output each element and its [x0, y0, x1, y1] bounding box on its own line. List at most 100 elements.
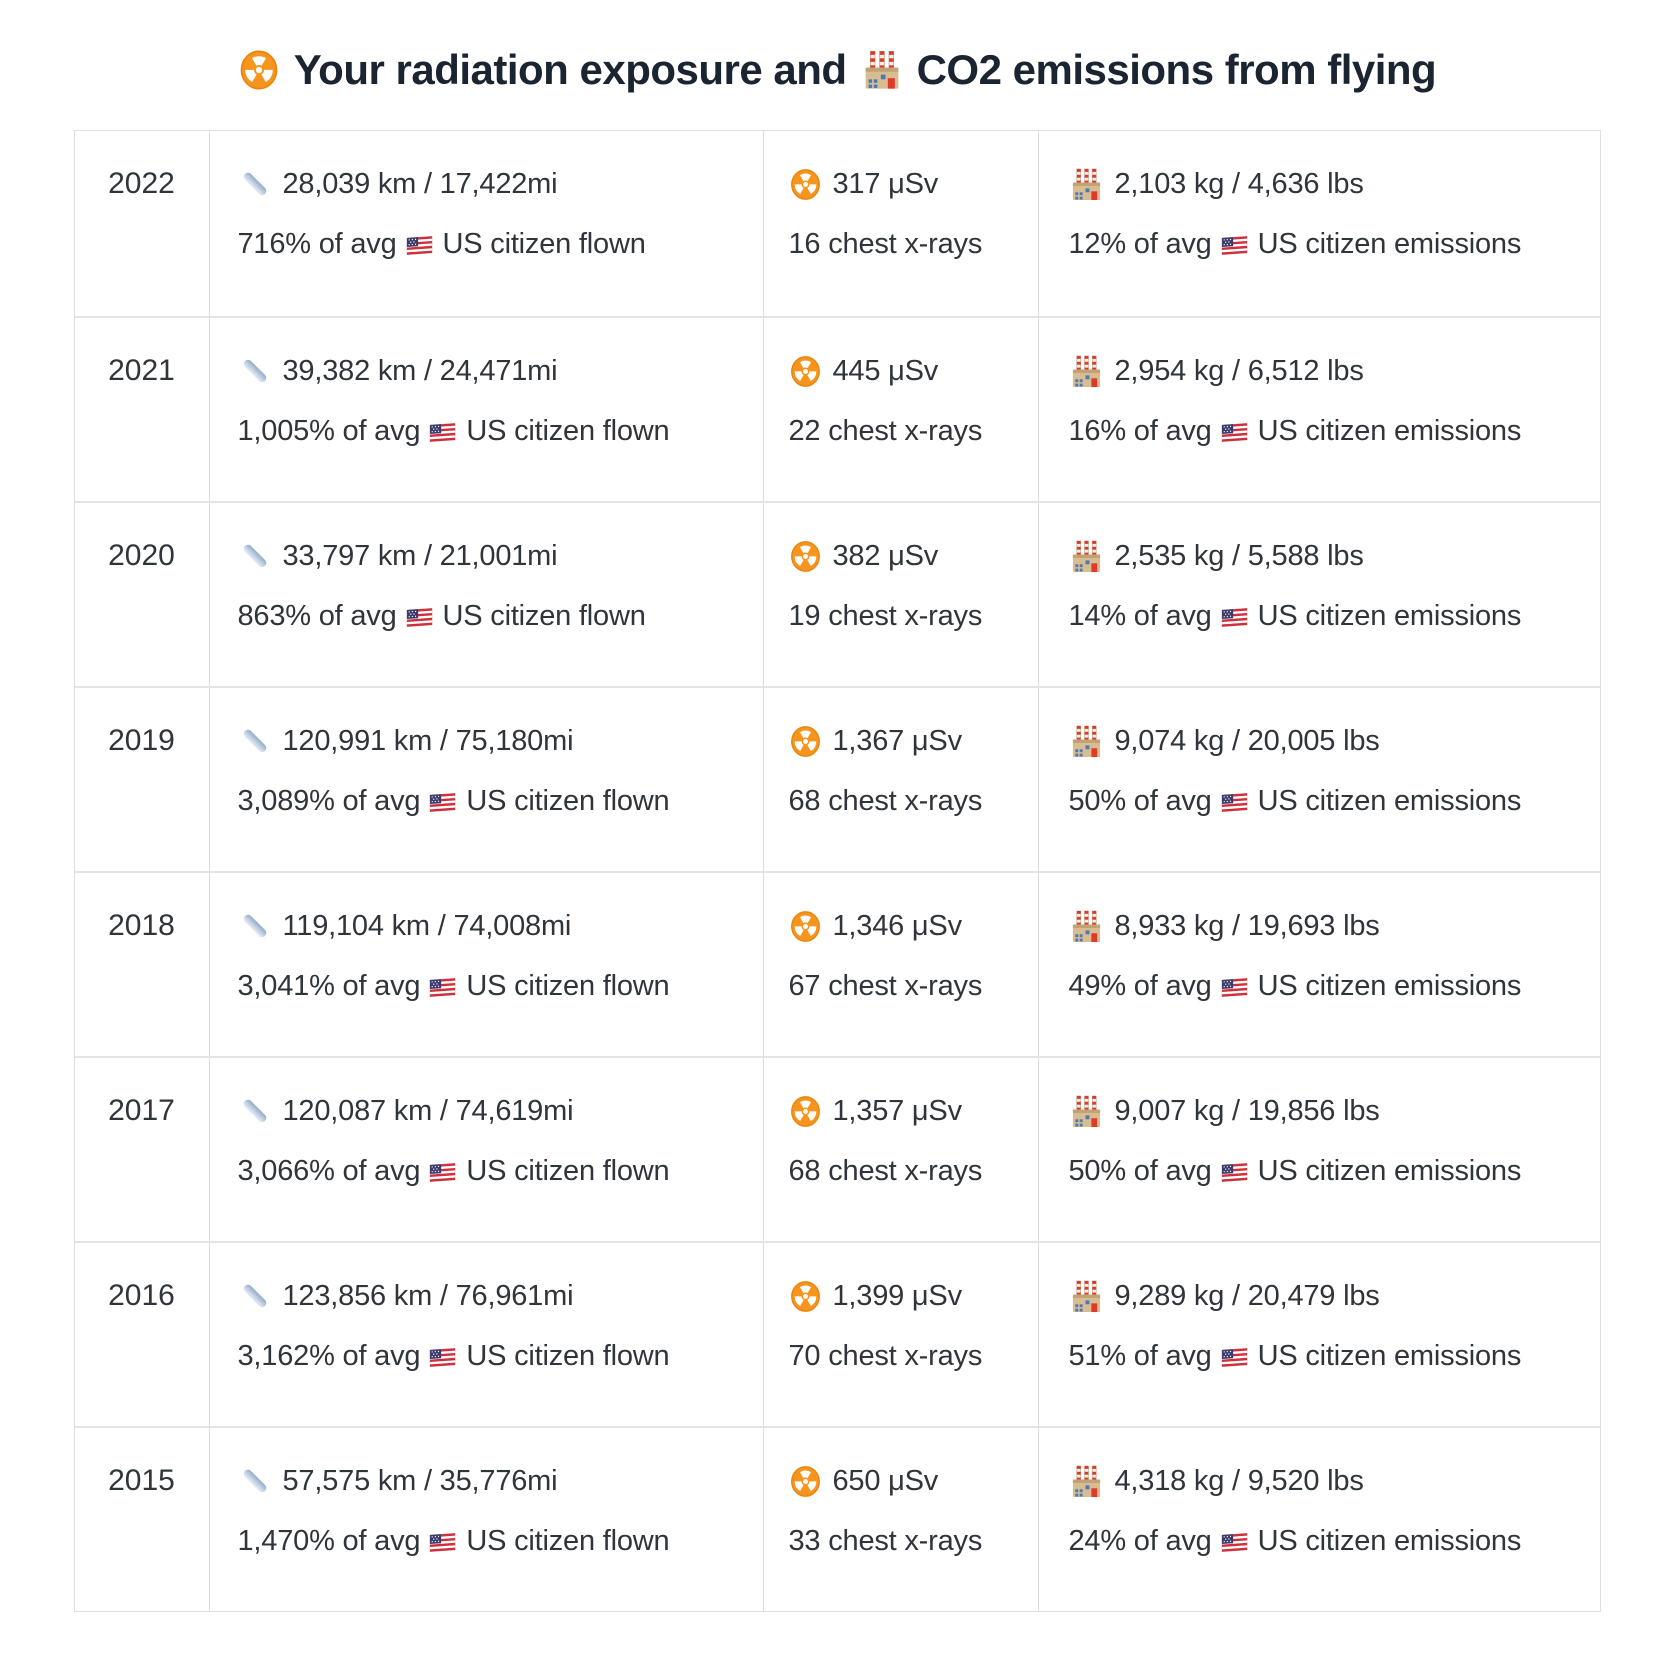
- table-row: 2021 39,382 km: [74, 316, 1600, 501]
- distance-note-pre: 863% of avg: [237, 599, 397, 632]
- table-row: 2020 33,797 km: [74, 501, 1600, 686]
- distance-cell: 28,039 km / 17,422mi 716% of avg: [210, 131, 764, 316]
- co2-value: 2,103 kg / 4,636 lbs: [1114, 167, 1364, 200]
- distance-note-pre: 3,089% of avg: [237, 784, 421, 817]
- radiation-note: 16 chest x-rays: [788, 227, 983, 260]
- factory-icon: [1069, 355, 1104, 388]
- distance-cell: 57,575 km / 35,776mi 1,470% of avg: [210, 1428, 764, 1611]
- co2-note-pre: 12% of avg: [1068, 227, 1212, 260]
- co2-note-pre: 50% of avg: [1068, 1154, 1212, 1187]
- co2-value: 4,318 kg / 9,520 lbs: [1114, 1464, 1364, 1497]
- factory-icon: [1069, 1095, 1104, 1128]
- table-row: 2022 28,039 km: [74, 131, 1600, 316]
- radioactive-icon: [789, 167, 822, 202]
- year-cell: 2021: [75, 318, 210, 501]
- radioactive-icon: [789, 1094, 822, 1129]
- co2-note-post: US citizen emissions: [1257, 599, 1522, 632]
- us-flag-icon: [406, 234, 434, 257]
- radiation-note: 67 chest x-rays: [788, 969, 983, 1002]
- us-flag-icon: [429, 976, 457, 999]
- radiation-note: 22 chest x-rays: [788, 414, 983, 447]
- us-flag-icon: [1221, 606, 1249, 629]
- distance-note-pre: 716% of avg: [237, 227, 397, 260]
- radioactive-icon: [789, 724, 822, 759]
- co2-note-pre: 50% of avg: [1068, 784, 1212, 817]
- us-flag-icon: [1221, 791, 1249, 814]
- radiation-value: 317 μSv: [832, 167, 939, 200]
- distance-value: 120,991 km / 75,180mi: [282, 724, 574, 757]
- exposure-table: 2022 28,039 km: [73, 130, 1601, 1612]
- title-text-2: CO2 emissions from flying: [916, 46, 1437, 93]
- radioactive-icon: [238, 49, 280, 91]
- distance-value: 39,382 km / 24,471mi: [282, 354, 558, 387]
- distance-cell: 119,104 km / 74,008mi 3,041% of avg: [210, 873, 764, 1056]
- co2-value: 2,954 kg / 6,512 lbs: [1114, 354, 1364, 387]
- distance-note-pre: 3,041% of avg: [237, 969, 421, 1002]
- radiation-cell: 445 μSv 22 chest x-rays: [764, 318, 1039, 501]
- co2-note-post: US citizen emissions: [1257, 969, 1522, 1002]
- co2-note-post: US citizen emissions: [1257, 784, 1522, 817]
- distance-value: 33,797 km / 21,001mi: [282, 539, 558, 572]
- year-cell: 2015: [75, 1428, 210, 1611]
- co2-note-post: US citizen emissions: [1257, 227, 1522, 260]
- us-flag-icon: [1221, 1161, 1249, 1184]
- us-flag-icon: [1221, 1531, 1249, 1554]
- radiation-cell: 317 μSv 16 chest x-rays: [764, 131, 1039, 316]
- distance-cell: 39,382 km / 24,471mi 1,005% of avg: [210, 318, 764, 501]
- factory-icon: [1069, 168, 1104, 201]
- distance-note-post: US citizen flown: [466, 784, 670, 817]
- us-flag-icon: [406, 606, 434, 629]
- us-flag-icon: [1221, 421, 1249, 444]
- distance-note-post: US citizen flown: [466, 1154, 670, 1187]
- year-label: 2022: [108, 167, 175, 200]
- table-row: 2015 57,575 km: [74, 1426, 1600, 1611]
- distance-note-post: US citizen flown: [466, 414, 670, 447]
- factory-icon: [861, 49, 903, 91]
- distance-note-post: US citizen flown: [466, 969, 670, 1002]
- factory-icon: [1069, 1465, 1104, 1498]
- radiation-note: 33 chest x-rays: [788, 1524, 983, 1557]
- us-flag-icon: [429, 1161, 457, 1184]
- co2-cell: 2,954 kg / 6,512 lbs 16% of avg: [1039, 318, 1600, 501]
- distance-note-post: US citizen flown: [466, 1339, 670, 1372]
- table-row: 2019 120,991 km: [74, 686, 1600, 871]
- radiation-value: 1,367 μSv: [832, 724, 963, 757]
- us-flag-icon: [1221, 234, 1249, 257]
- year-label: 2015: [108, 1464, 175, 1497]
- radiation-value: 1,346 μSv: [832, 909, 963, 942]
- co2-cell: 4,318 kg / 9,520 lbs 24% of avg: [1039, 1428, 1600, 1611]
- radiation-value: 382 μSv: [832, 539, 939, 572]
- co2-cell: 8,933 kg / 19,693 lbs 49% of avg: [1039, 873, 1600, 1056]
- us-flag-icon: [1221, 1346, 1249, 1369]
- distance-value: 28,039 km / 17,422mi: [282, 167, 558, 200]
- year-cell: 2022: [75, 131, 210, 316]
- radiation-note: 68 chest x-rays: [788, 784, 983, 817]
- co2-note-post: US citizen emissions: [1257, 1339, 1522, 1372]
- distance-note-pre: 3,162% of avg: [237, 1339, 421, 1372]
- title-text-1: Your radiation exposure and: [293, 46, 847, 93]
- co2-value: 9,289 kg / 20,479 lbs: [1114, 1279, 1380, 1312]
- radiation-cell: 1,399 μSv 70 chest x-rays: [764, 1243, 1039, 1426]
- us-flag-icon: [429, 791, 457, 814]
- us-flag-icon: [1221, 976, 1249, 999]
- radiation-value: 1,399 μSv: [832, 1279, 963, 1312]
- year-label: 2017: [108, 1094, 175, 1127]
- radiation-note: 19 chest x-rays: [788, 599, 983, 632]
- us-flag-icon: [429, 421, 457, 444]
- co2-cell: 2,103 kg / 4,636 lbs 12% of avg: [1039, 131, 1600, 316]
- airplane-icon: [238, 1094, 272, 1128]
- page-title: Your radiation exposure and CO2 emission…: [0, 0, 1674, 94]
- co2-note-pre: 51% of avg: [1068, 1339, 1212, 1372]
- co2-value: 2,535 kg / 5,588 lbs: [1114, 539, 1364, 572]
- radiation-cell: 1,367 μSv 68 chest x-rays: [764, 688, 1039, 871]
- co2-note-post: US citizen emissions: [1257, 1154, 1522, 1187]
- radioactive-icon: [789, 909, 822, 944]
- co2-note-pre: 24% of avg: [1068, 1524, 1212, 1557]
- distance-note-post: US citizen flown: [442, 227, 646, 260]
- co2-cell: 2,535 kg / 5,588 lbs 14% of avg: [1039, 503, 1600, 686]
- co2-value: 8,933 kg / 19,693 lbs: [1114, 909, 1380, 942]
- distance-cell: 120,087 km / 74,619mi 3,066% of avg: [210, 1058, 764, 1241]
- year-cell: 2017: [75, 1058, 210, 1241]
- radiation-value: 445 μSv: [832, 354, 939, 387]
- factory-icon: [1069, 910, 1104, 943]
